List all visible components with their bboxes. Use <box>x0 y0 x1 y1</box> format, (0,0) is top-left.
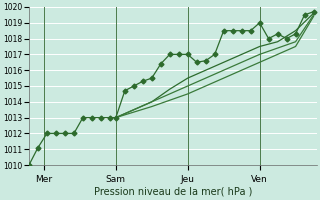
X-axis label: Pression niveau de la mer( hPa ): Pression niveau de la mer( hPa ) <box>93 187 252 197</box>
